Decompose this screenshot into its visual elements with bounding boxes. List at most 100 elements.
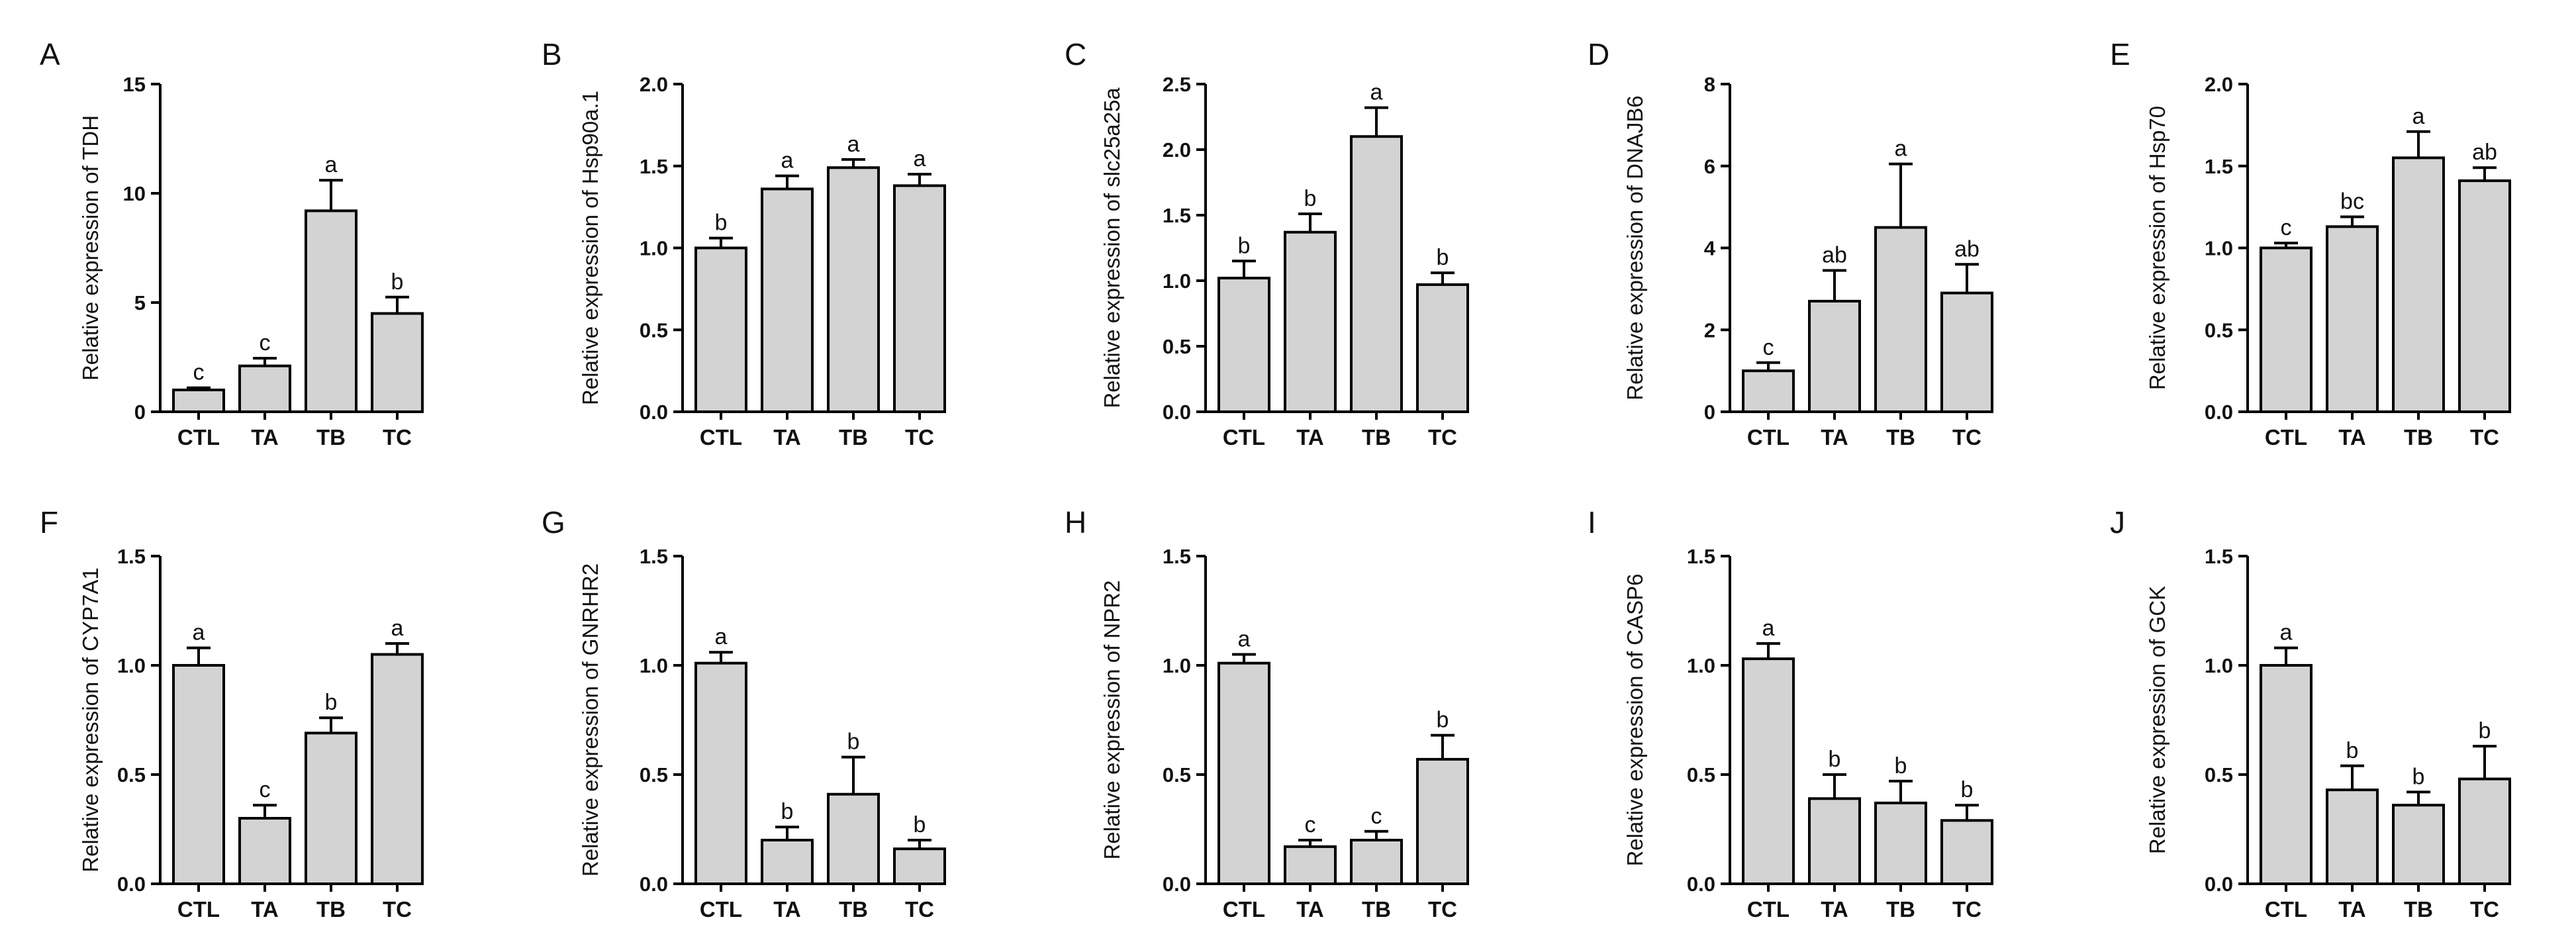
x-tick-label: TB (1886, 425, 1915, 450)
x-tick-label: TB (2404, 425, 2433, 450)
y-tick-label: 1.5 (640, 155, 668, 178)
y-tick-label: 0.5 (1163, 335, 1191, 358)
significance-letter: c (1371, 804, 1382, 829)
y-axis-label: Relative expression of GNRHR2 (578, 563, 602, 877)
bar-tc (1416, 283, 1469, 413)
y-tick-label: 1.0 (640, 654, 668, 677)
bar-tb (305, 209, 358, 413)
panel-letter: D (1588, 37, 1609, 71)
x-tick-label: TA (251, 425, 279, 450)
significance-letter: a (325, 152, 338, 177)
panel-j: J Relative expression of GCK 0.0 0.5 1.0 1.5 a… (2110, 505, 2511, 922)
bar-tc (893, 184, 946, 413)
significance-letter: a (781, 148, 794, 173)
y-tick-label: 15 (123, 73, 146, 96)
x-tick-label: TB (839, 425, 868, 450)
bar-tc (1416, 757, 1469, 886)
bar-tb (1874, 801, 1927, 886)
bar-tb (1874, 226, 1927, 413)
bar-ta (761, 187, 814, 413)
significance-letter: a (914, 146, 926, 171)
y-tick-label: 10 (123, 182, 146, 205)
y-tick-label: 0.5 (117, 763, 146, 786)
panel-i: I Relative expression of CASP6 0.0 0.5 1.0 1.… (1588, 505, 1993, 922)
bar-ctl (1217, 277, 1270, 414)
significance-letter: a (1762, 616, 1775, 641)
x-tick-label: TB (2404, 897, 2433, 922)
significance-letter: b (847, 730, 860, 755)
y-tick-label: 0.0 (2205, 401, 2233, 424)
x-tick-label: CTL (177, 897, 220, 922)
y-tick-label: 1.5 (1687, 545, 1715, 568)
x-tick-label: TB (1362, 897, 1391, 922)
x-tick-label: TB (839, 897, 868, 922)
significance-letter: a (1895, 136, 1907, 162)
x-tick-label: TC (1952, 425, 1981, 450)
bar-tb (305, 732, 358, 886)
bar-ctl (1742, 369, 1795, 413)
x-tick-label: TA (2338, 425, 2366, 450)
x-tick-label: CTL (700, 897, 742, 922)
x-tick-label: TA (1296, 897, 1324, 922)
y-tick-label: 1.5 (640, 545, 668, 568)
panel-g: G Relative expression of GNRHR2 0.0 0.5 1.0 1… (542, 505, 946, 922)
bar-ta (238, 364, 291, 414)
y-tick-label: 1.0 (2205, 654, 2233, 677)
x-tick-label: CTL (1747, 897, 1789, 922)
x-tick-label: TC (905, 425, 934, 450)
bar-tb (2392, 804, 2445, 885)
x-tick-label: TC (383, 425, 412, 450)
panel-c: C Relative expression of slc25a25a 0.0 0.5 1… (1065, 37, 1469, 450)
significance-letter: c (1763, 335, 1774, 360)
panel-letter: J (2110, 505, 2125, 540)
significance-letter: b (914, 812, 926, 837)
significance-letter: a (193, 620, 205, 645)
significance-letter: b (1437, 245, 1449, 270)
bar-ta (1284, 230, 1337, 413)
panel-b: B Relative expression of Hsp90a.1 0.0 0.5 1.… (542, 37, 946, 450)
x-tick-label: CTL (2265, 425, 2307, 450)
bar-tc (371, 653, 424, 885)
significance-letter: c (1305, 812, 1316, 837)
bar-tc (2458, 179, 2511, 413)
y-tick-label: 0.5 (1163, 763, 1191, 786)
y-tick-label: 1.0 (2205, 237, 2233, 260)
bar-ta (1808, 797, 1861, 886)
y-tick-label: 0.0 (640, 873, 668, 896)
significance-letter: ab (1822, 243, 1847, 268)
significance-letter: b (1829, 747, 1841, 772)
y-tick-label: 1.0 (640, 237, 668, 260)
y-tick-label: 2 (1704, 318, 1715, 342)
y-tick-label: 0.0 (1687, 873, 1715, 896)
significance-letter: b (391, 269, 404, 295)
bar-tc (893, 847, 946, 885)
bar-ctl (172, 389, 225, 413)
x-tick-label: TC (1952, 897, 1981, 922)
y-tick-label: 0.0 (640, 401, 668, 424)
significance-letter: b (2412, 764, 2425, 789)
y-tick-label: 1.5 (1163, 204, 1191, 227)
significance-letter: bc (2340, 189, 2364, 214)
bar-ctl (694, 246, 747, 413)
y-axis-label: Relative expression of GCK (2145, 586, 2170, 854)
bar-ta (238, 817, 291, 885)
y-tick-label: 1.0 (1163, 269, 1191, 293)
significance-letter: a (1370, 80, 1383, 105)
y-tick-label: 1.0 (1163, 654, 1191, 677)
bar-ctl (172, 664, 225, 885)
panel-f: F Relative expression of CYP7A1 0.0 0.5 1.0 1… (40, 505, 424, 922)
bar-tb (2392, 156, 2445, 413)
bar-ta (1284, 845, 1337, 886)
x-tick-label: TC (1428, 897, 1457, 922)
significance-letter: a (1238, 627, 1251, 652)
x-tick-label: CTL (1223, 425, 1265, 450)
y-tick-label: 0.5 (2205, 318, 2233, 342)
x-tick-label: TA (773, 897, 801, 922)
significance-letter: ab (2472, 140, 2497, 165)
bar-ctl (1742, 657, 1795, 885)
bar-ta (2326, 788, 2379, 885)
x-tick-label: CTL (2265, 897, 2307, 922)
x-tick-label: TC (2470, 425, 2499, 450)
bar-tc (371, 312, 424, 413)
x-tick-label: TC (383, 897, 412, 922)
